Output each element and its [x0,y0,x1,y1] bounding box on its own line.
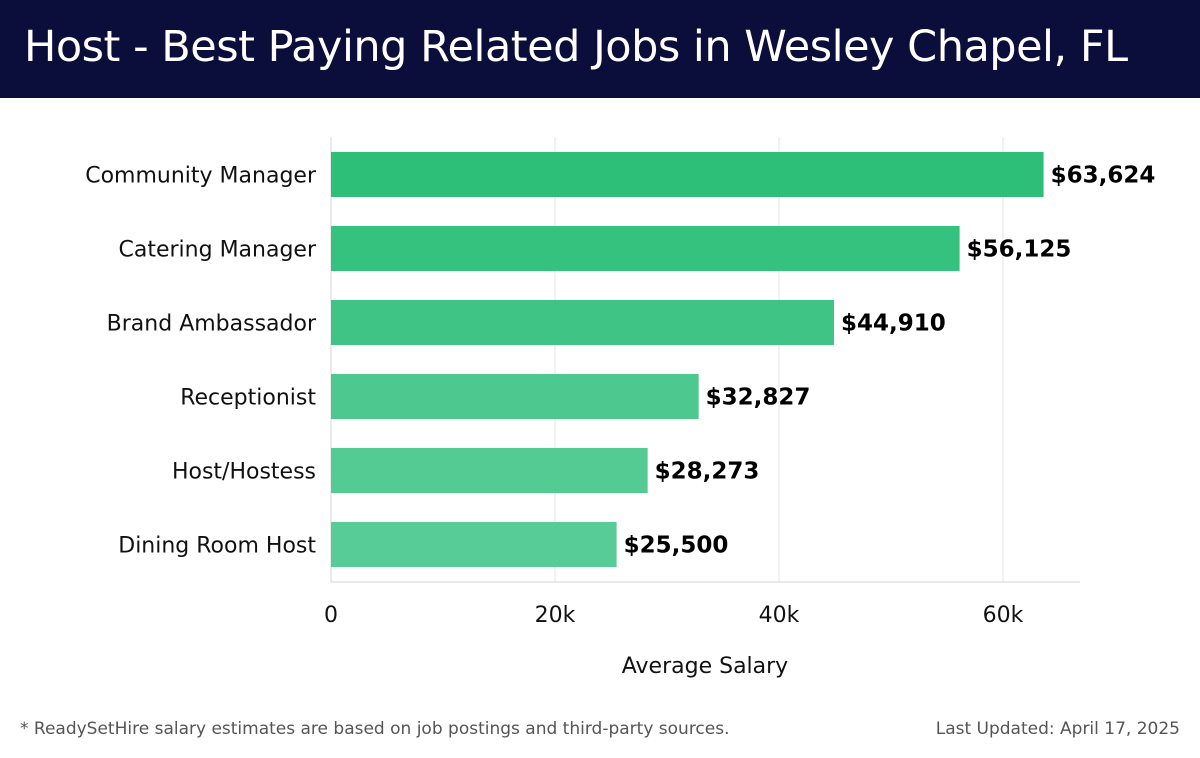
x-tick-label: 20k [535,603,576,628]
x-axis-label: Average Salary [622,654,788,679]
category-label: Receptionist [180,386,316,411]
category-label: Dining Room Host [118,534,316,559]
value-label: $44,910 [841,311,946,337]
value-label: $25,500 [624,533,729,559]
bar [331,152,1044,197]
footer-note: * ReadySetHire salary estimates are base… [20,719,730,739]
header-bar: Host - Best Paying Related Jobs in Wesle… [0,0,1200,98]
category-label: Host/Hostess [172,460,316,485]
chart-title: Host - Best Paying Related Jobs in Wesle… [24,22,1128,72]
category-label: Catering Manager [119,238,317,263]
bar [331,448,648,493]
value-label: $56,125 [967,237,1072,263]
bar [331,374,699,419]
value-label: $32,827 [706,385,811,411]
footer-updated: Last Updated: April 17, 2025 [935,719,1180,739]
category-label: Brand Ambassador [107,312,317,337]
value-label: $28,273 [655,459,760,485]
bar [331,300,834,345]
category-label: Community Manager [85,164,317,189]
x-tick-label: 60k [983,603,1024,628]
bar [331,522,617,567]
value-label: $63,624 [1051,163,1156,189]
bar [331,226,960,271]
x-tick-label: 40k [759,603,800,628]
x-tick-label: 0 [324,603,338,628]
